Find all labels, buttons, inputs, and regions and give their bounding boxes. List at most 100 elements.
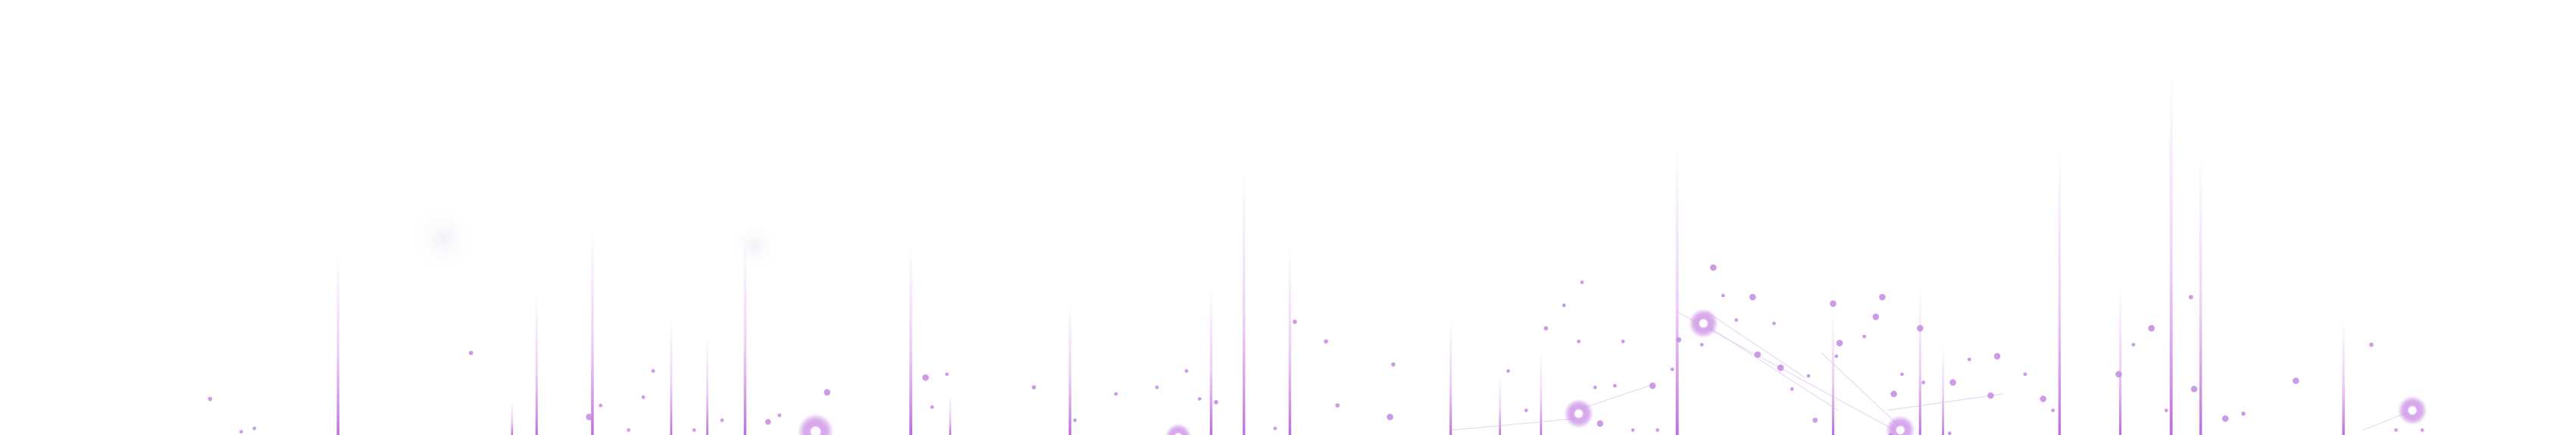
particle-dot [2051,408,2055,412]
connector-line [1821,352,1905,430]
particles-layer [208,264,2424,435]
particle-dot [2188,295,2193,299]
particle-dot [1749,293,1756,301]
connector-line [1706,311,1805,378]
light-ray [1499,377,1502,435]
particle-dot [2040,396,2047,402]
glow-node [1165,423,1192,435]
light-ray [1209,287,1213,435]
particle-dot [1562,303,1566,308]
light-ray [511,402,514,435]
particle-dot [1777,364,1784,371]
particle-dot [945,372,949,377]
particle-dot [2023,372,2027,377]
particle-dot [2131,343,2136,347]
particle-dot [468,350,474,355]
particle-dot [2241,411,2246,416]
glow-node-core [1896,426,1905,434]
glow-node [1885,415,1915,435]
particle-dot [930,405,934,409]
light-ray [2058,147,2062,435]
light-ray [670,320,673,435]
particle-dot [1921,380,1925,385]
particle-dot [651,369,655,373]
particle-dot [208,396,213,402]
particle-dot [641,395,646,399]
light-ray [2342,320,2345,435]
glow-node-core [1174,433,1182,435]
particle-dot [1734,318,1739,322]
particle-dot [720,418,724,422]
particle-dot [1324,339,1329,344]
particle-dot [1754,351,1762,358]
glow-node-core [810,426,821,435]
particle-dot [1335,403,1340,408]
glow-node-core [2408,406,2417,415]
light-ray [949,393,952,435]
particle-dot [627,428,630,432]
light-ray [591,230,594,435]
particle-dot [1676,337,1682,343]
light-ray [1918,287,1921,435]
light-ray [1243,172,1246,435]
light-ray [743,238,747,435]
particle-dot [1524,408,1528,412]
particle-dot [1293,319,1297,324]
light-ray [1942,344,1944,435]
particle-dot [1031,385,1036,390]
particle-dot [1114,392,1118,396]
particle-dot [1543,326,1549,331]
particle-dot [586,413,592,421]
soft-haze-layer [407,202,782,274]
particle-dot [1993,352,2001,360]
particle-dot [1386,413,1393,421]
particle-dot [1655,428,1660,432]
particle-dot [692,428,696,432]
particle-dot [1987,392,1994,399]
particle-dot [1872,313,1880,321]
particle-dot [1670,367,1674,371]
particle-dot [2369,343,2374,347]
light-ray [1449,320,1452,435]
particle-dot [1596,420,1604,427]
light-ray [2169,74,2173,435]
particle-dot [1612,383,1617,388]
particle-dot [1577,340,1581,343]
particle-dot [777,413,782,418]
particle-dot [764,418,771,425]
particle-dot [1273,426,1277,430]
particle-dot [2164,408,2168,412]
soft-haze [728,220,782,273]
particle-dot [1506,369,1510,373]
light-ray [909,246,913,435]
particle-dot [1862,334,1867,339]
light-ray [1068,303,1071,435]
glow-node [797,413,834,435]
particle-dot [1214,399,1218,405]
particle-dot [2292,377,2299,384]
particle-dot [2148,324,2155,332]
particle-dot [1630,428,1635,432]
particle-dot [1834,354,1839,358]
connector-line [1703,323,1839,412]
particle-dot [824,389,830,396]
light-ray [1831,311,1834,435]
particle-dot [239,430,243,434]
soft-haze [407,202,480,274]
particle-dot [599,403,603,408]
particle-dot [252,426,257,430]
light-ray [2118,287,2122,435]
particle-dot [1184,369,1189,373]
connector-lines-layer [1452,311,2413,435]
particle-dot [1580,280,1584,284]
glow-nodes-layer [797,308,2428,435]
particle-dot [2420,428,2424,432]
particle-dot [1947,431,1952,435]
light-ray [1288,246,1292,435]
particle-dot [1649,382,1656,390]
glow-node-core [1574,409,1583,418]
particle-dot [1916,324,1924,332]
particle-dot [1967,357,1971,361]
